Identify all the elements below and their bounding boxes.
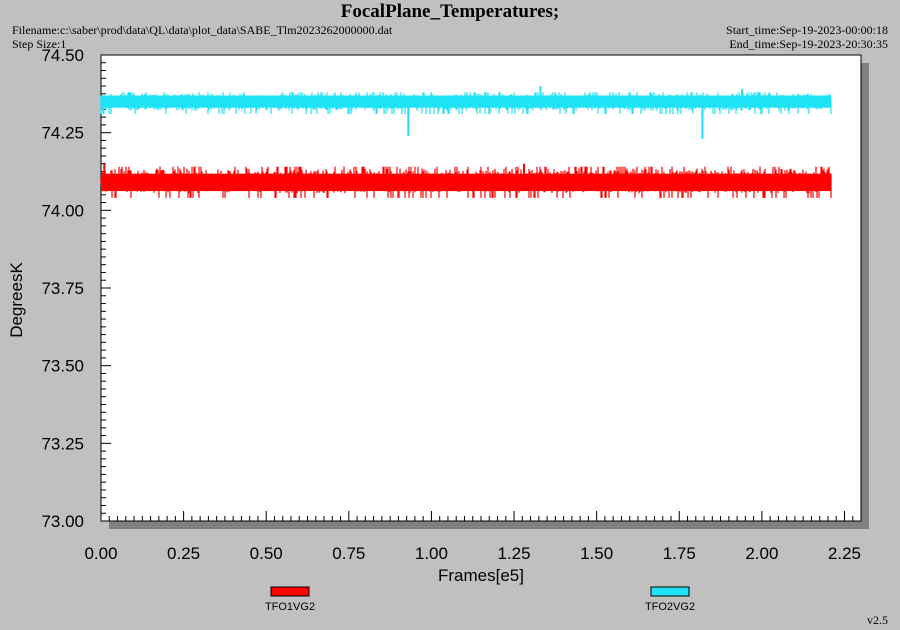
- series-group: [100, 86, 832, 198]
- version-label: v2.5: [867, 613, 888, 627]
- x-axis-label: Frames[e5]: [438, 566, 524, 585]
- plot-area: [100, 54, 862, 522]
- y-axis-label: DegreesK: [7, 262, 26, 338]
- legend-label: TFO1VG2: [265, 601, 315, 613]
- y-tick-label: 73.75: [41, 279, 84, 298]
- series-line: [100, 166, 832, 198]
- file-info: Filename:c:\saber\prod\data\QL\data\plot…: [12, 23, 392, 51]
- axes-group: 73.00 73.25 73.50 73.75 74.00 74.25 74.50 0.00 0…: [41, 46, 861, 563]
- x-tick-label: 1.75: [663, 544, 696, 563]
- filename-text: Filename:c:\saber\prod\data\QL\data\plot…: [12, 23, 393, 37]
- step-size-text: Step Size:1: [12, 37, 67, 51]
- end-time-text: End_time:Sep-19-2023-20:30:35: [729, 37, 888, 51]
- x-tick-label: 1.50: [580, 544, 613, 563]
- legend: TFO1VG2 TFO2VG2: [265, 586, 695, 613]
- series-tfo2vg2: [100, 86, 832, 139]
- legend-label: TFO2VG2: [645, 601, 695, 613]
- start-time-text: Start_time:Sep-19-2023-00:00:18: [726, 23, 888, 37]
- y-tick-label: 73.50: [41, 357, 84, 376]
- y-tick-label: 73.00: [41, 512, 84, 531]
- legend-swatch: [270, 586, 310, 597]
- x-tick-label: 2.00: [745, 544, 778, 563]
- y-tick-label: 74.50: [41, 46, 84, 65]
- x-tick-label: 2.25: [828, 544, 861, 563]
- y-tick-label: 73.25: [41, 434, 84, 453]
- y-tick-label: 74.25: [41, 124, 84, 143]
- x-tick-label: 0.75: [332, 544, 365, 563]
- legend-swatch: [650, 586, 690, 597]
- x-tick-label: 1.25: [497, 544, 530, 563]
- x-tick-label: 1.00: [415, 544, 448, 563]
- x-tick-label: 0.25: [167, 544, 200, 563]
- y-tick-label: 74.00: [41, 201, 84, 220]
- x-tick-label: 0.50: [250, 544, 283, 563]
- time-info: Start_time:Sep-19-2023-00:00:18 End_time…: [726, 23, 888, 51]
- series-tfo1vg2: [100, 163, 832, 198]
- series-line: [100, 92, 832, 114]
- x-tick-label: 0.00: [84, 544, 117, 563]
- chart-title: FocalPlane_Temperatures;: [340, 1, 560, 22]
